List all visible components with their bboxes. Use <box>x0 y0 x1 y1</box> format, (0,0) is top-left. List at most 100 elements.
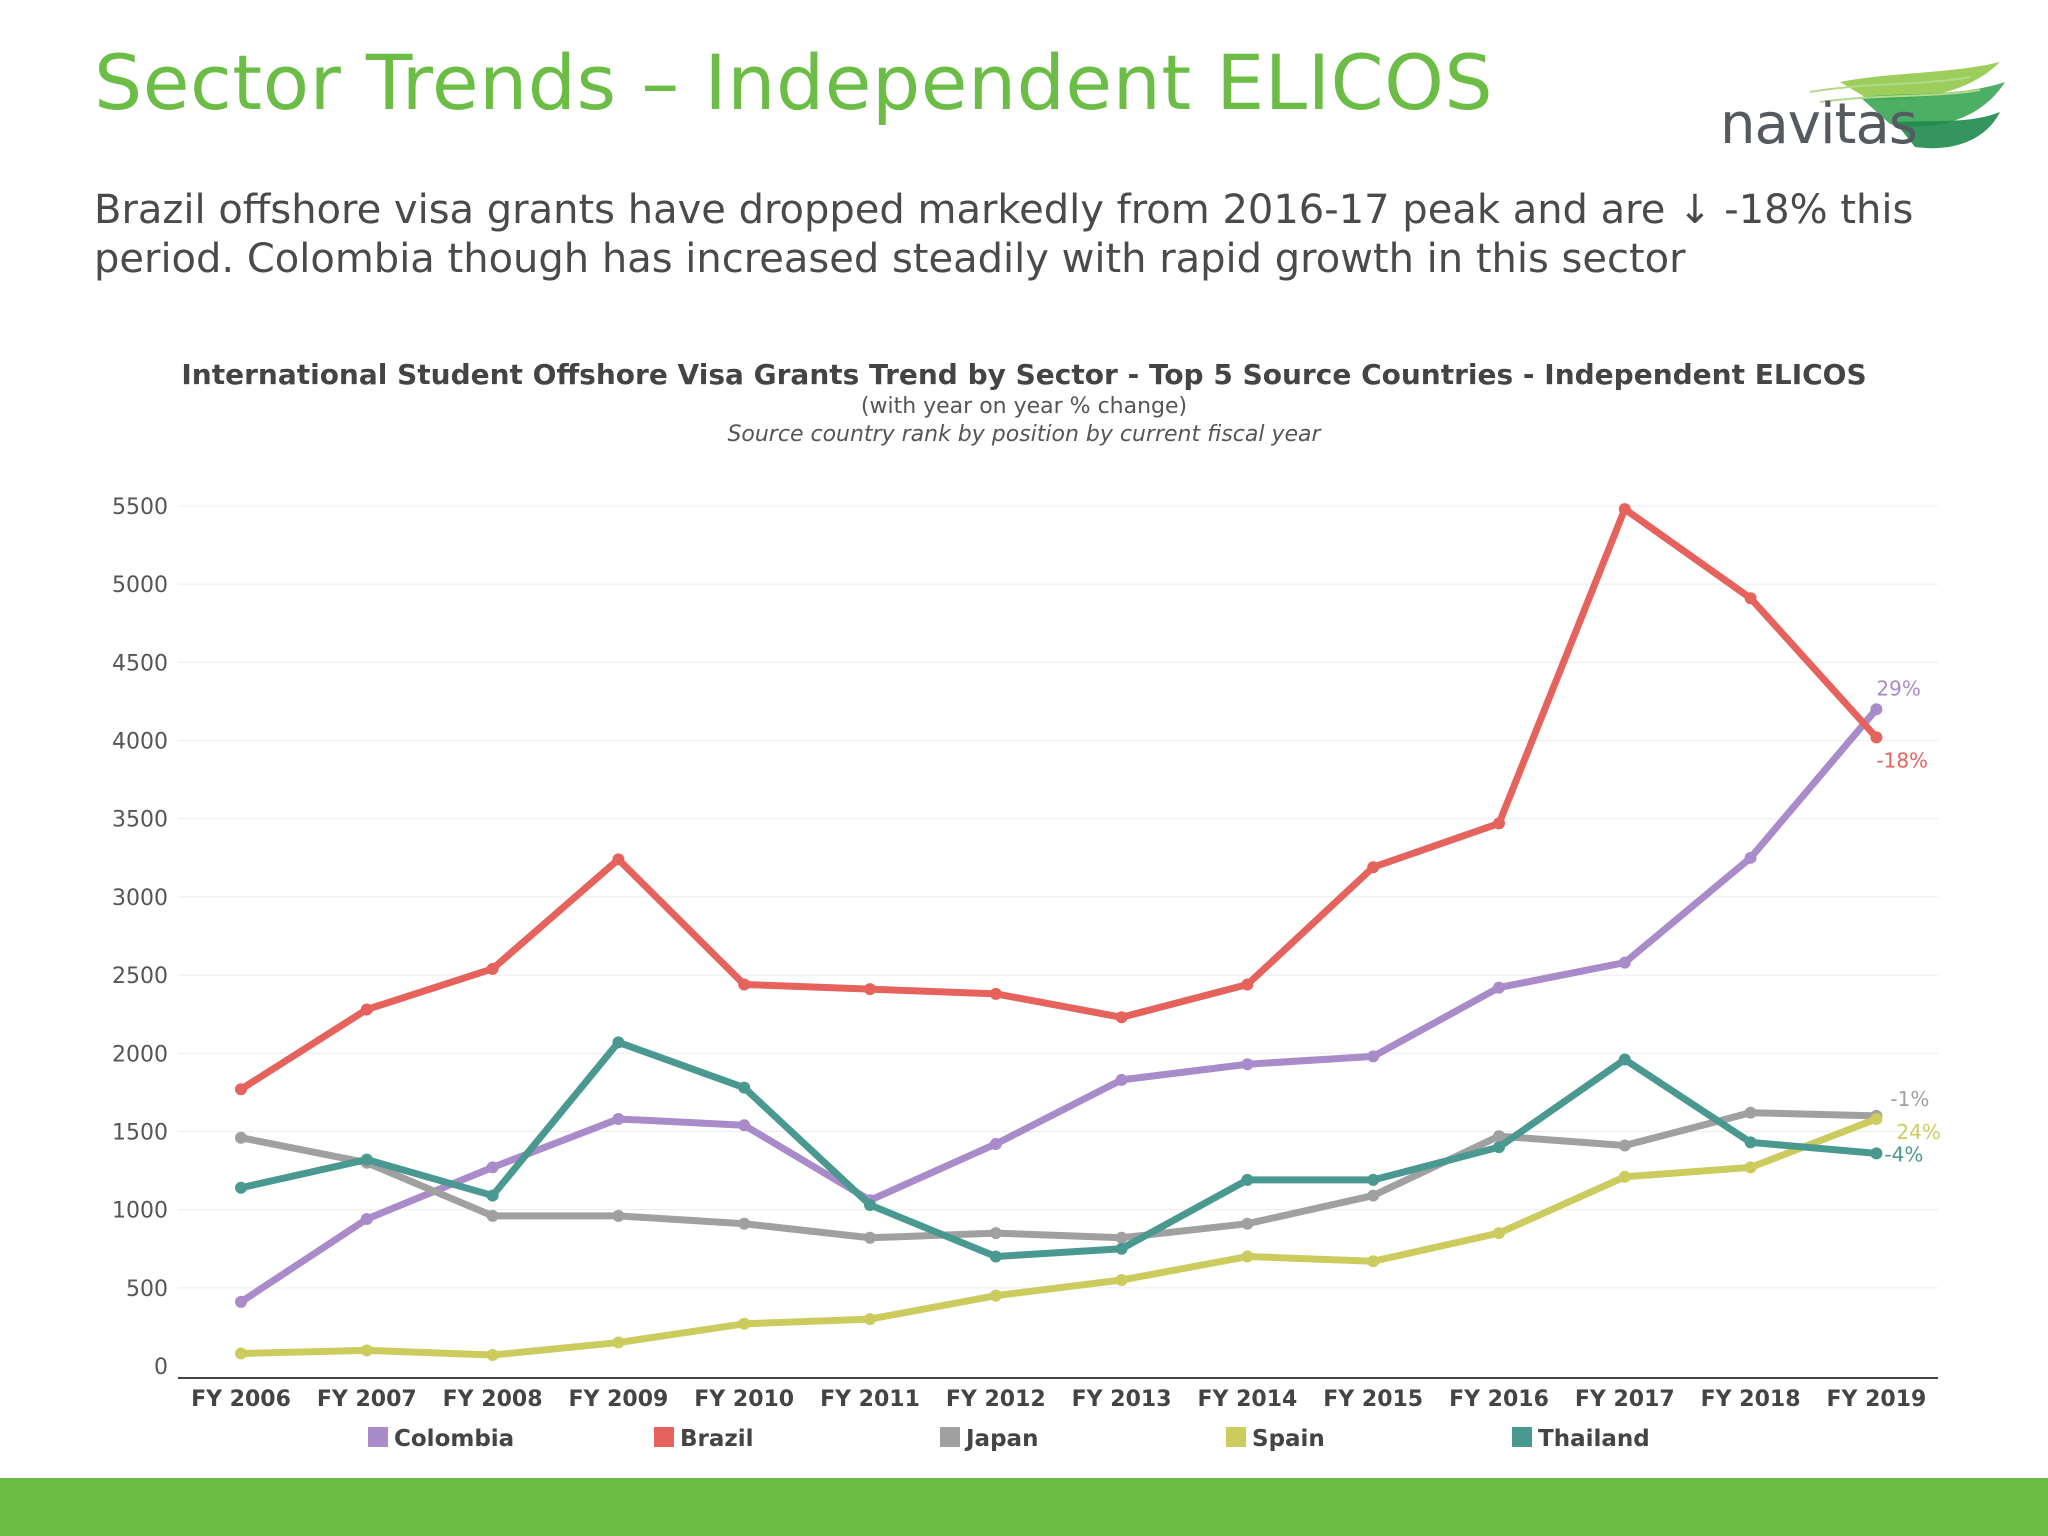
x-tick-label: FY 2007 <box>317 1387 417 1412</box>
data-point-brazil <box>864 983 876 996</box>
legend-swatch-japan <box>940 1427 960 1447</box>
data-point-spain <box>612 1336 625 1349</box>
data-point-spain <box>1870 1112 1883 1125</box>
data-point-japan <box>612 1209 625 1222</box>
x-tick-label: FY 2011 <box>820 1387 920 1412</box>
y-tick-label: 1000 <box>112 1199 168 1224</box>
x-tick-label: FY 2010 <box>694 1387 794 1412</box>
x-tick-label: FY 2012 <box>946 1387 1046 1412</box>
data-point-japan <box>864 1231 876 1244</box>
data-point-colombia <box>612 1112 625 1125</box>
y-tick-label: 5500 <box>112 495 168 520</box>
data-point-spain <box>235 1347 247 1360</box>
data-point-japan <box>989 1227 1002 1240</box>
data-point-colombia <box>1115 1073 1128 1086</box>
legend-label-spain: Spain <box>1252 1426 1325 1452</box>
series-line-thailand <box>237 1038 1880 1261</box>
data-point-colombia <box>360 1213 373 1226</box>
data-point-spain <box>1115 1274 1128 1286</box>
data-point-brazil <box>486 962 499 975</box>
legend-label-japan: Japan <box>964 1426 1038 1452</box>
chart-note: Source country rank by position by curre… <box>727 422 1322 447</box>
data-point-colombia <box>1870 703 1883 716</box>
data-point-thailand <box>360 1153 373 1166</box>
data-point-japan <box>1744 1106 1757 1119</box>
data-point-thailand <box>1493 1141 1505 1154</box>
end-label-spain: 24% <box>1896 1120 1940 1144</box>
data-point-spain <box>486 1349 499 1362</box>
data-point-thailand <box>1241 1173 1254 1186</box>
data-point-colombia <box>738 1119 751 1132</box>
data-point-colombia <box>486 1161 499 1174</box>
x-tick-label: FY 2015 <box>1323 1387 1423 1412</box>
data-point-colombia <box>1367 1050 1380 1063</box>
data-point-thailand <box>235 1181 247 1194</box>
end-label-brazil: -18% <box>1876 748 1928 772</box>
logo-text: navitas <box>1720 92 1918 157</box>
x-tick-label: FY 2014 <box>1197 1387 1297 1412</box>
data-point-brazil <box>989 987 1002 1000</box>
data-point-japan <box>1618 1139 1631 1152</box>
chart-subtitle: (with year on year % change) <box>861 394 1187 419</box>
end-label-colombia: 29% <box>1876 676 1920 700</box>
data-point-japan <box>235 1131 247 1144</box>
legend-label-colombia: Colombia <box>394 1426 514 1452</box>
y-tick-label: 3500 <box>112 808 168 833</box>
data-point-thailand <box>1744 1136 1757 1149</box>
y-tick-label: 4500 <box>112 651 168 676</box>
series-lines: 29% -18% -1% 24%-4% <box>235 503 1941 1362</box>
data-point-brazil <box>612 853 625 866</box>
data-point-colombia <box>989 1137 1002 1150</box>
y-tick-label: 5000 <box>112 573 168 598</box>
y-tick-label: 2000 <box>112 1042 168 1067</box>
data-point-colombia <box>235 1295 247 1308</box>
y-tick-label: 3000 <box>112 886 168 911</box>
data-point-thailand <box>1115 1242 1128 1255</box>
data-point-spain <box>1241 1250 1254 1263</box>
data-point-thailand <box>612 1036 625 1049</box>
series-line-colombia <box>237 705 1880 1306</box>
data-point-japan <box>738 1217 751 1230</box>
series-line-brazil <box>237 505 1880 1093</box>
data-point-spain <box>360 1344 373 1357</box>
legend-swatch-brazil <box>654 1427 674 1447</box>
x-tick-label: FY 2013 <box>1072 1387 1172 1412</box>
data-point-colombia <box>1744 851 1757 864</box>
line-chart: International Student Offshore Visa Gran… <box>112 358 1941 1452</box>
y-tick-label: 500 <box>126 1277 168 1302</box>
data-point-thailand <box>486 1189 499 1202</box>
slide-title: Sector Trends – Independent ELICOS <box>94 38 1494 127</box>
data-point-japan <box>1115 1231 1128 1244</box>
data-point-thailand <box>1367 1173 1380 1186</box>
y-tick-label: 2500 <box>112 964 168 989</box>
data-point-brazil <box>360 1003 373 1016</box>
data-point-brazil <box>1115 1011 1128 1024</box>
x-tick-label: FY 2018 <box>1701 1387 1801 1412</box>
y-tick-label: 1500 <box>112 1120 168 1145</box>
x-tick-label: FY 2009 <box>568 1387 668 1412</box>
data-point-colombia <box>1241 1058 1254 1071</box>
slide-subtitle: Brazil offshore visa grants have dropped… <box>94 187 1914 282</box>
data-point-colombia <box>1493 981 1505 994</box>
data-point-colombia <box>1618 956 1631 969</box>
x-tick-label: FY 2016 <box>1449 1387 1549 1412</box>
legend-label-thailand: Thailand <box>1538 1426 1650 1452</box>
end-label-thailand: -4% <box>1884 1142 1923 1166</box>
legend: Colombia Brazil Japan Spain Thailand <box>368 1426 1650 1452</box>
x-tick-label: FY 2017 <box>1575 1387 1675 1412</box>
y-tick-label: 4000 <box>112 730 168 755</box>
y-tick-label: 0 <box>154 1355 168 1380</box>
legend-swatch-thailand <box>1512 1427 1532 1447</box>
data-point-spain <box>1493 1227 1505 1240</box>
chart-title: International Student Offshore Visa Gran… <box>181 358 1866 391</box>
x-tick-label: FY 2019 <box>1826 1387 1926 1412</box>
data-point-spain <box>1618 1170 1631 1183</box>
data-point-spain <box>989 1289 1002 1302</box>
legend-swatch-spain <box>1226 1427 1246 1447</box>
data-point-brazil <box>1744 592 1757 605</box>
footer-bar <box>0 1478 2048 1536</box>
data-point-japan <box>486 1209 499 1222</box>
navitas-logo: navitas <box>1720 52 2020 162</box>
series-line-spain <box>237 1115 1880 1359</box>
data-point-spain <box>1367 1255 1380 1268</box>
